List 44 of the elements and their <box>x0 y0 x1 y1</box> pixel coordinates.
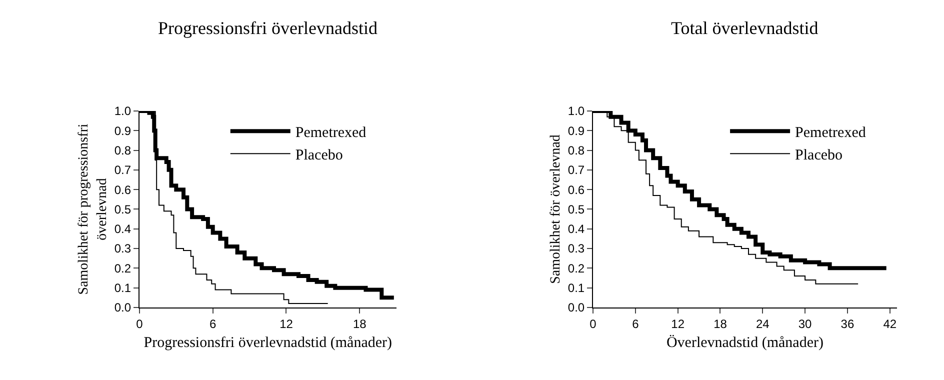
y-tick-label: 0.7 <box>114 163 132 178</box>
x-tick-label: 6 <box>632 316 640 331</box>
y-tick-label: 0.3 <box>568 242 585 256</box>
y-tick-label: 0.1 <box>568 281 585 296</box>
y-tick-label: 0.4 <box>568 222 585 236</box>
y-axis-title: Samolikhet för progressionsfri överlevnad <box>76 124 110 295</box>
y-tick-label: 0.4 <box>114 222 132 236</box>
legend-label: Placebo <box>295 147 343 164</box>
y-tick-label: 0.6 <box>568 182 585 197</box>
legend-label: Placebo <box>795 147 843 164</box>
y-tick-label: 0.2 <box>114 261 132 276</box>
x-tick-label: 0 <box>136 316 144 331</box>
y-tick-label: 0.2 <box>568 261 585 276</box>
y-tick-label: 0.5 <box>114 202 132 216</box>
x-tick-label: 0 <box>590 316 597 331</box>
legend-label: Pemetrexed <box>295 124 367 141</box>
y-tick-label: 0.7 <box>568 163 585 178</box>
y-tick-label: 0.3 <box>114 242 132 256</box>
x-tick-label: 18 <box>352 316 367 331</box>
y-tick-label: 0.8 <box>114 143 132 158</box>
chart-title: Progressionsfri överlevnadstid <box>158 18 378 38</box>
y-axis-title: Samolikhet för överlevnad <box>548 134 564 284</box>
x-tick-label: 24 <box>756 316 770 331</box>
y-tick-label: 0.8 <box>568 143 585 158</box>
y-tick-label: 0.5 <box>568 202 585 216</box>
y-tick-label: 0.0 <box>568 300 585 315</box>
x-tick-label: 30 <box>798 316 812 331</box>
chart-title: Total överlevnadstid <box>671 18 818 38</box>
legend-label: Pemetrexed <box>795 124 866 141</box>
x-axis-title: Progressionsfri överlevnadstid (månader) <box>144 334 392 351</box>
x-tick-label: 18 <box>714 316 728 331</box>
x-tick-label: 42 <box>883 316 897 331</box>
y-tick-label: 0.9 <box>114 124 132 138</box>
y-tick-label: 0.1 <box>114 281 132 296</box>
x-tick-label: 36 <box>840 316 854 331</box>
x-tick-label: 12 <box>280 316 294 331</box>
y-tick-label: 1.0 <box>568 104 585 118</box>
y-tick-label: 0.0 <box>114 300 132 315</box>
x-axis-title: Överlevnadstid (månader) <box>666 334 824 351</box>
y-tick-label: 1.0 <box>114 104 132 118</box>
x-tick-label: 12 <box>671 316 685 331</box>
x-tick-label: 6 <box>210 316 216 331</box>
y-tick-label: 0.6 <box>114 182 132 197</box>
y-tick-label: 0.9 <box>568 124 585 138</box>
